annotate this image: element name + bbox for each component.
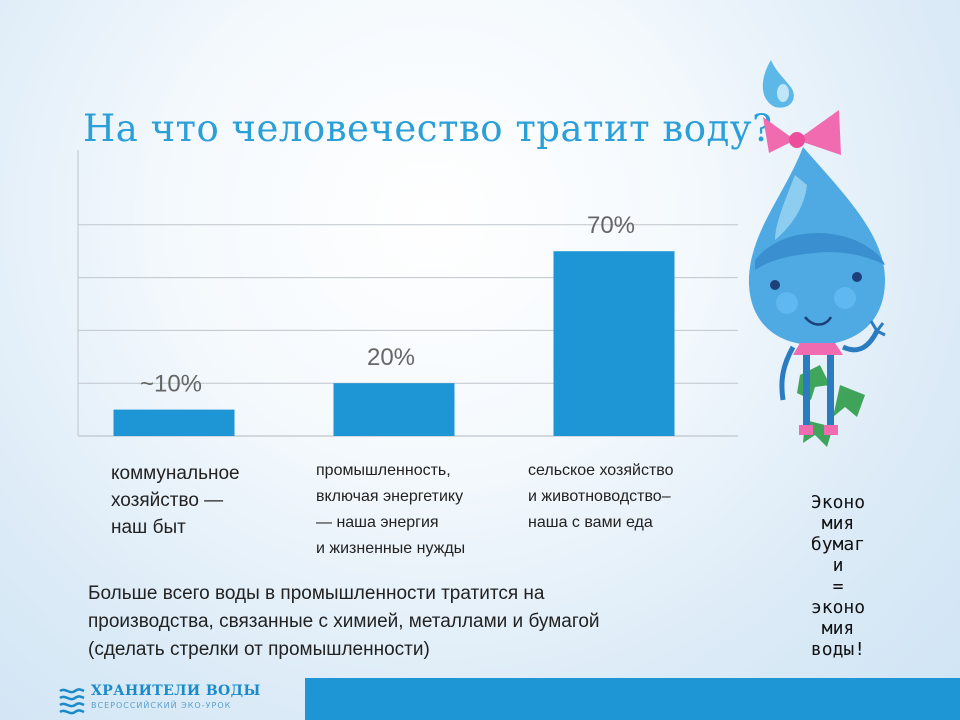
industry-note: Больше всего воды в промышленности трати… <box>88 583 600 660</box>
category-label-agriculture: сельское хозяйство и животноводство– наш… <box>528 462 674 531</box>
paper-saving-slogan: Эконо мия бумаг и = эконо мия воды! <box>810 492 866 660</box>
data-label-household: ~10% <box>140 371 202 398</box>
category-label-household: коммунальное хозяйство — наш быт <box>111 463 240 538</box>
data-label-agriculture: 70% <box>587 212 635 239</box>
bar-household <box>113 409 235 436</box>
footer-band <box>305 678 960 720</box>
footer-logo: ХРАНИТЕЛИ ВОДЫ ВСЕРОССИЙСКИЙ ЭКО-УРОК <box>58 683 298 717</box>
bar-industry <box>333 383 455 436</box>
slide-title: На что человечество тратит воду? <box>83 107 773 150</box>
water-waves-icon <box>59 688 85 715</box>
bar-agriculture <box>553 251 675 436</box>
footer-brand: ХРАНИТЕЛИ ВОДЫ <box>91 683 261 699</box>
data-label-industry: 20% <box>367 344 415 371</box>
category-label-industry: промышленность, включая энергетику — наш… <box>316 462 466 557</box>
water-drop-girl-illustration <box>748 60 886 447</box>
footer-subtitle: ВСЕРОССИЙСКИЙ ЭКО-УРОК <box>91 701 232 710</box>
